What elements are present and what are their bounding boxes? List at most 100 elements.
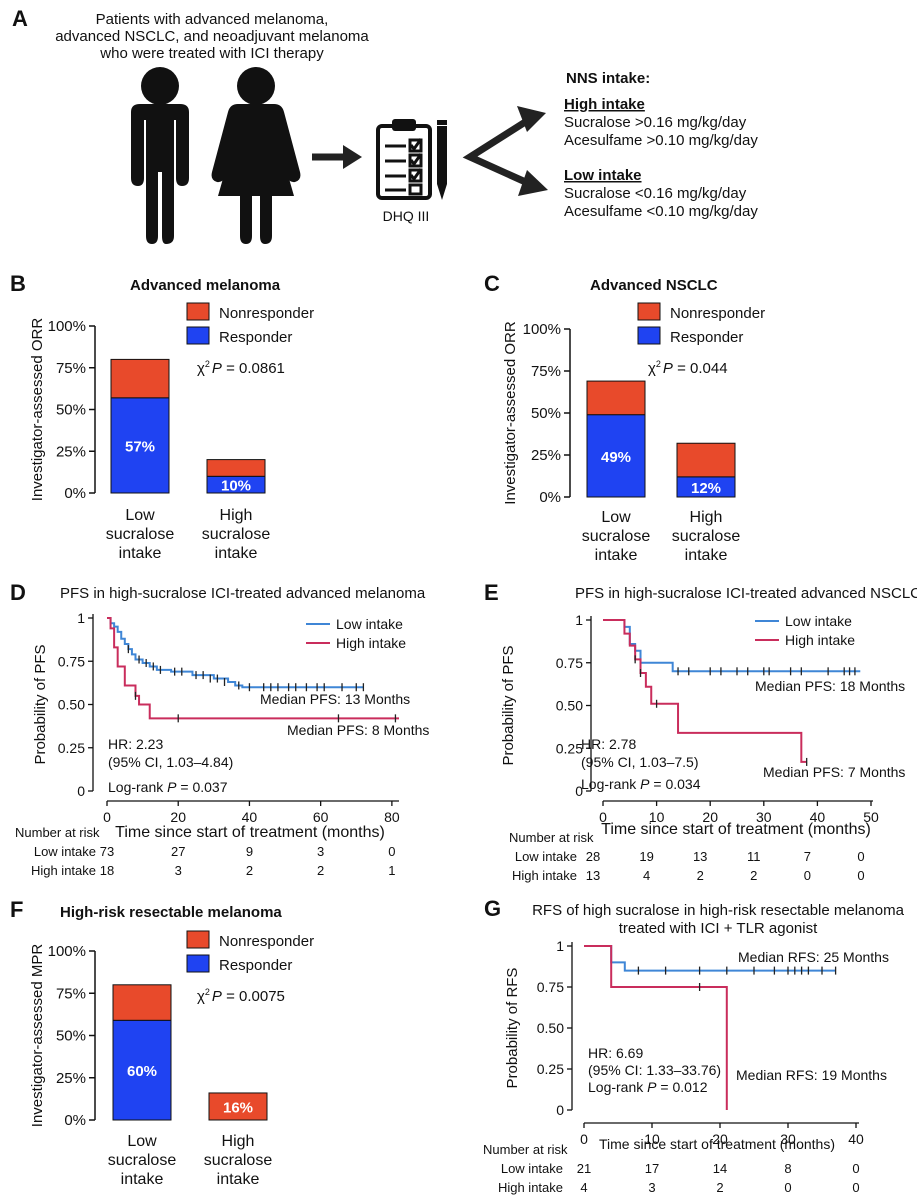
patients-text-line-2: advanced NSCLC, and neoadjuvant melanoma [55, 28, 369, 45]
y-axis-label: Investigator-assessed MPR [29, 944, 46, 1128]
legend-label-nonresponder: Nonresponder [219, 305, 314, 322]
bar-nonresponder [206, 459, 266, 477]
y-tick-label: 1 [575, 612, 583, 628]
y-tick-label: 0.75 [556, 655, 583, 671]
y-tick-label: 0.50 [537, 1020, 564, 1036]
y-tick-label: 0.25 [58, 740, 85, 756]
chi-square-stat-chi: χ [648, 360, 656, 377]
risk-row-label: High intake [31, 863, 96, 878]
bar-responder [586, 414, 646, 498]
logrank-stat: Log-rank P = 0.034 [581, 776, 701, 792]
risk-value: 2 [750, 868, 757, 883]
chart-title: treated with ICI + TLR agonist [619, 920, 818, 937]
category-label: intake [119, 545, 162, 562]
annotation: Median PFS: 7 Months [763, 764, 905, 780]
panel-label-c: C [484, 271, 500, 296]
legend-label-responder: Responder [670, 329, 743, 346]
chart-title: RFS of high sucralose in high-risk resec… [532, 902, 904, 919]
y-tick-label: 50% [56, 1028, 86, 1045]
y-tick-label: 100% [48, 318, 86, 335]
bar-data-label: 49% [601, 449, 631, 466]
annotation: Median PFS: 13 Months [260, 691, 410, 707]
panel-label-f: F [10, 897, 23, 922]
chi-square-stat: χ2 P = 0.044 [648, 359, 728, 377]
bar-nonresponder [112, 984, 172, 1021]
risk-value: 2 [697, 868, 704, 883]
category-label: sucralose [106, 526, 175, 543]
risk-value: 0 [857, 849, 864, 864]
category-label: High [222, 1133, 255, 1150]
logrank-stat-p: P [167, 779, 177, 795]
legend-label: High intake [336, 635, 406, 651]
y-tick-label: 25% [531, 447, 561, 464]
chi-square-stat-chi: χ [197, 360, 205, 377]
chi-square-stat-p: P [663, 360, 673, 377]
bar-nonresponder [110, 358, 170, 399]
x-tick-label: 30 [756, 809, 772, 825]
chi-square-stat: χ2 P = 0.0075 [197, 987, 285, 1005]
risk-table-header: Number at risk [509, 830, 594, 845]
x-tick-label: 0 [580, 1131, 588, 1147]
dhq-label: DHQ III [383, 208, 430, 224]
chi-square-stat: χ2 P = 0.0861 [197, 359, 285, 377]
logrank-stat-value: = 0.012 [657, 1079, 708, 1095]
legend-swatch-nonresponder [637, 302, 661, 321]
legend-label: Low intake [336, 616, 403, 632]
risk-value: 4 [643, 868, 650, 883]
arrow-head-down-icon [518, 170, 548, 196]
bar-responder [112, 1019, 172, 1121]
panel-e-km-chart: E PFS in high-sucralose ICI-treated advan… [484, 580, 917, 883]
x-tick-label: 0 [103, 809, 111, 825]
panel-f-bar-chart: F High-risk resectable melanoma 0% 25% 50% 75… [10, 897, 314, 1188]
arrow-right-icon [312, 145, 362, 169]
risk-value: 13 [586, 868, 600, 883]
legend-swatch-responder [186, 954, 210, 973]
bar-nonresponder [676, 442, 736, 478]
risk-value: 3 [175, 863, 182, 878]
legend-swatch-responder [637, 326, 661, 345]
category-label: sucralose [108, 1152, 177, 1169]
logrank-stat-label: Log-rank [588, 1079, 647, 1095]
chart-title: Advanced NSCLC [590, 277, 718, 294]
annotation: (95% CI, 1.03–4.84) [108, 754, 233, 770]
chi-square-stat-sup: 2 [205, 359, 210, 369]
risk-value: 9 [246, 844, 253, 859]
risk-value: 73 [100, 844, 114, 859]
y-tick-label: 50% [56, 402, 86, 419]
panel-label-g: G [484, 896, 501, 921]
pencil-icon [437, 120, 447, 200]
y-tick-label: 1 [556, 938, 564, 954]
risk-value: 0 [804, 868, 811, 883]
low-intake-line-2: Acesulfame <0.10 mg/kg/day [564, 203, 758, 220]
risk-value: 7 [804, 849, 811, 864]
risk-value: 0 [857, 868, 864, 883]
legend-label-responder: Responder [219, 329, 292, 346]
female-person-icon [211, 67, 301, 244]
panel-d-km-chart: D PFS in high-sucralose ICI-treated advan… [10, 580, 429, 878]
chart-title: Advanced melanoma [130, 277, 281, 294]
bar-responder [110, 397, 170, 494]
annotation: HR: 2.78 [581, 736, 636, 752]
legend-label: High intake [785, 632, 855, 648]
annotation: Median RFS: 19 Months [736, 1067, 887, 1083]
chi-square-stat-value: = 0.0861 [222, 360, 285, 377]
x-tick-label: 0 [599, 809, 607, 825]
chi-square-stat-p: P [212, 988, 222, 1005]
panel-c-bar-chart: C Advanced NSCLC 0% 25% 50% 75% 100%Investigat… [484, 271, 765, 564]
y-tick-label: 0.50 [556, 698, 583, 714]
category-label: High [220, 507, 253, 524]
x-tick-label: 60 [313, 809, 329, 825]
y-axis-label: Investigator-assessed ORR [29, 318, 46, 502]
y-tick-label: 100% [48, 943, 86, 960]
panel-label-d: D [10, 580, 26, 605]
category-label: sucralose [202, 526, 271, 543]
chi-square-stat-p: P [212, 360, 222, 377]
category-label: intake [121, 1171, 164, 1188]
risk-value: 3 [648, 1180, 655, 1195]
risk-value: 2 [246, 863, 253, 878]
x-tick-label: 40 [810, 809, 826, 825]
chart-title: PFS in high-sucralose ICI-treated advanc… [575, 585, 917, 602]
y-tick-label: 75% [531, 363, 561, 380]
clipboard-checklist-icon [376, 119, 432, 200]
risk-value: 2 [716, 1180, 723, 1195]
